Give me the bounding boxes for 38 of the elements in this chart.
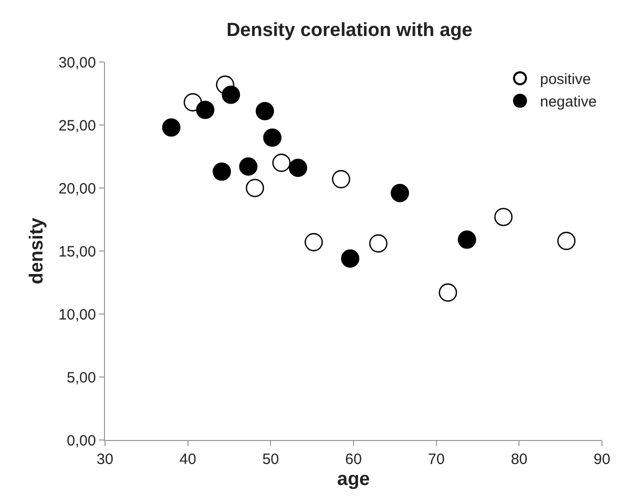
y-tick-label: 0,00 bbox=[66, 432, 96, 450]
point bbox=[369, 234, 388, 253]
point bbox=[246, 178, 264, 198]
point bbox=[341, 249, 360, 268]
y-tick-label: 30,00 bbox=[58, 54, 96, 72]
x-axis-title: age bbox=[337, 468, 370, 490]
point bbox=[256, 102, 274, 120]
point bbox=[438, 283, 458, 302]
point bbox=[390, 184, 410, 202]
point bbox=[239, 157, 258, 176]
x-tick-label: 50 bbox=[262, 451, 280, 468]
point bbox=[494, 208, 513, 226]
point bbox=[162, 118, 180, 137]
point bbox=[557, 232, 576, 250]
y-tick-label: 25,00 bbox=[58, 117, 96, 134]
y-tick-label: 10,00 bbox=[58, 306, 96, 324]
point bbox=[304, 233, 323, 252]
y-tick-label: 15,00 bbox=[58, 243, 96, 260]
point bbox=[288, 158, 308, 177]
y-tick-label: 20,00 bbox=[58, 180, 96, 198]
x-tick-label: 80 bbox=[510, 451, 528, 468]
y-tick-label: 5,00 bbox=[66, 369, 96, 386]
point bbox=[263, 128, 282, 147]
x-tick-label: 30 bbox=[96, 451, 114, 468]
point bbox=[222, 86, 240, 104]
legend-label: positive bbox=[540, 71, 591, 88]
x-tick-label: 90 bbox=[594, 451, 610, 468]
legend-label: negative bbox=[540, 94, 597, 111]
point bbox=[332, 170, 350, 188]
chart-title: Density corelation with age bbox=[226, 20, 472, 41]
x-tick-label: 70 bbox=[428, 451, 445, 468]
point bbox=[196, 100, 214, 120]
x-tick-label: 60 bbox=[345, 451, 362, 468]
point bbox=[212, 162, 231, 181]
x-tick-label: 40 bbox=[179, 451, 196, 468]
point bbox=[458, 230, 476, 249]
point bbox=[272, 154, 291, 172]
y-axis-title: density bbox=[26, 217, 48, 284]
